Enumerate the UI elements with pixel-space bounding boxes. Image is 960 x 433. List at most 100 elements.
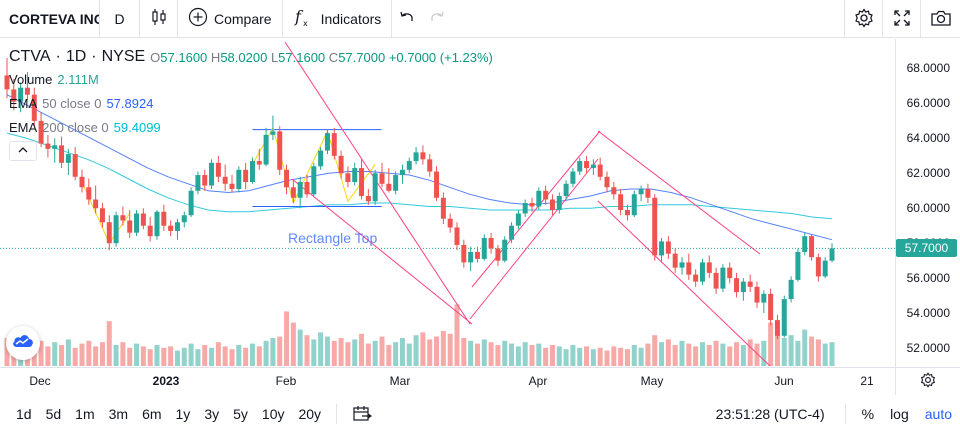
range-button-3m[interactable]: 3m (108, 406, 129, 422)
range-button-1y[interactable]: 1y (175, 406, 191, 422)
axis-settings-button[interactable] (895, 368, 960, 395)
indicator-ema50[interactable]: EMA 50 close 0 57.8924 (9, 96, 153, 111)
volume-bar (45, 346, 51, 366)
indicator-params: 200 close 0 (42, 120, 109, 135)
volume-bar (318, 332, 324, 366)
volume-bar (174, 350, 180, 366)
symbol-search-button[interactable]: CORTEVA INC (0, 0, 100, 38)
indicator-ema200[interactable]: EMA 200 close 0 59.4099 (9, 120, 161, 135)
candle-body (638, 189, 644, 195)
candle-body (243, 169, 249, 183)
interval-button[interactable]: D (100, 0, 140, 38)
volume-bar (345, 342, 351, 366)
volume-bar (147, 349, 153, 366)
channel-line (291, 178, 473, 325)
volume-bar (788, 335, 794, 366)
volume-bar (4, 338, 10, 366)
range-button-1d[interactable]: 1d (16, 406, 32, 422)
candle-body (570, 171, 576, 184)
volume-bar (488, 342, 494, 366)
channel-line (469, 158, 599, 320)
price-tick: 52.0000 (906, 341, 950, 356)
legend-dot: · (91, 48, 97, 65)
volume-bar (38, 340, 44, 366)
undo-button[interactable] (392, 0, 422, 38)
compare-button[interactable]: Compare (178, 0, 283, 38)
chart-type-button[interactable] (140, 0, 178, 38)
settings-button[interactable] (844, 0, 882, 38)
percent-scale-button[interactable]: % (861, 406, 875, 422)
candle-body (788, 279, 794, 300)
collapse-legend-button[interactable] (9, 141, 37, 161)
candle-body (686, 262, 692, 275)
range-button-1m[interactable]: 1m (75, 406, 95, 422)
candle-body (495, 248, 501, 261)
candle-body (352, 168, 358, 183)
volume-bar (440, 331, 446, 366)
volume-bar (699, 342, 705, 366)
candle-body (38, 120, 44, 144)
candle-body (652, 197, 658, 256)
candle-body (502, 239, 508, 261)
volume-bar (406, 343, 412, 366)
gear-icon (854, 7, 874, 31)
clock[interactable]: 23:51:28 (UTC-4) (715, 406, 825, 422)
volume-bar (829, 342, 835, 366)
volume-bar (774, 332, 780, 366)
log-scale-button[interactable]: log (890, 406, 909, 422)
toolbar-right-group (844, 0, 960, 38)
volume-bar (795, 340, 801, 366)
candle-body (72, 154, 78, 177)
candle-body (822, 260, 828, 277)
date-range-button[interactable] (345, 395, 379, 433)
candle-body (706, 262, 712, 273)
candle-body (24, 87, 30, 95)
high-value: 58.0200 (220, 49, 268, 65)
volume-bar (495, 345, 501, 366)
volume-bar (706, 345, 712, 366)
volume-bar (93, 346, 99, 366)
tradingview-logo[interactable] (6, 326, 40, 360)
volume-bar (311, 339, 317, 366)
volume-bar (72, 347, 78, 366)
range-button-3y[interactable]: 3y (204, 406, 220, 422)
chart-pane[interactable]: CTVA · 1D · NYSE O57.1600 H58.0200 L57.1… (0, 39, 960, 367)
redo-button[interactable] (422, 0, 452, 38)
price-chart[interactable] (0, 39, 895, 367)
range-button-20y[interactable]: 20y (298, 406, 322, 422)
candle-body (699, 262, 705, 282)
volume-bar (577, 347, 583, 366)
low-value: 57.1600 (278, 49, 326, 65)
fullscreen-button[interactable] (882, 0, 920, 38)
candle-body (99, 208, 105, 223)
price-axis[interactable]: 68.000066.000064.000062.000060.000058.00… (895, 39, 960, 367)
range-button-6m[interactable]: 6m (142, 406, 162, 422)
volume-bar (461, 338, 467, 366)
indicator-value: 57.8924 (106, 96, 154, 111)
candle-body (672, 253, 678, 268)
volume-bar (277, 336, 283, 366)
range-button-5y[interactable]: 5y (233, 406, 248, 422)
indicator-volume[interactable]: Volume 2.111M (9, 72, 99, 87)
time-axis[interactable]: Dec 2023 Feb Mar Apr May Jun 21 (0, 367, 960, 395)
candle-body (120, 215, 126, 221)
candle-body (734, 278, 740, 293)
candle-body (256, 161, 262, 165)
price-tick: 60.0000 (906, 201, 950, 216)
snapshot-button[interactable] (920, 0, 960, 38)
volume-bar (502, 340, 508, 366)
range-button-10y[interactable]: 10y (261, 406, 285, 422)
volume-bar (584, 346, 590, 366)
time-label: Mar (389, 374, 411, 388)
auto-scale-button[interactable]: auto (924, 406, 952, 422)
volume-bar (720, 343, 726, 366)
candle-body (11, 89, 17, 102)
candle-body (229, 183, 235, 190)
candle-body (556, 196, 562, 210)
range-button-5d[interactable]: 5d (45, 406, 62, 422)
volume-bar (127, 347, 133, 366)
volume-bar (468, 340, 474, 366)
candle-body (236, 169, 242, 190)
candle-body (345, 173, 351, 183)
